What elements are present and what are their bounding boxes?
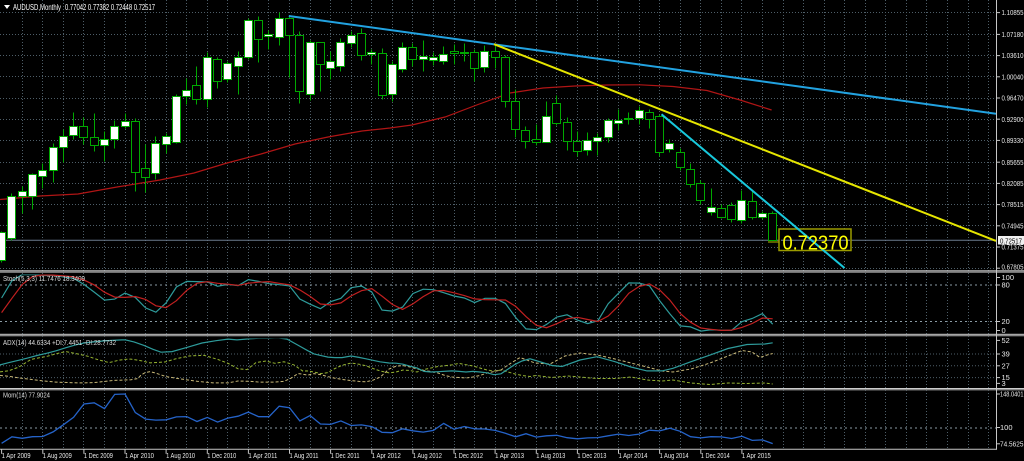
svg-text:1 Dec 2012: 1 Dec 2012 — [454, 451, 483, 460]
svg-text:1 Dec 2013: 1 Dec 2013 — [577, 451, 606, 460]
svg-text:52: 52 — [1002, 336, 1010, 345]
svg-text:0.77042 0.77382 0.72448 0.7251: 0.77042 0.77382 0.72448 0.72517 — [65, 3, 155, 12]
svg-text:1.00040: 1.00040 — [1002, 72, 1024, 81]
svg-text:1 Aug 2014: 1 Aug 2014 — [660, 451, 689, 460]
svg-text:20: 20 — [1002, 317, 1010, 326]
svg-text:1 Apr 2012: 1 Apr 2012 — [372, 451, 401, 460]
svg-text:0.67805: 0.67805 — [1002, 262, 1024, 271]
svg-text:Mom(14) 77.9024: Mom(14) 77.9024 — [3, 391, 50, 400]
svg-text:1 Dec 2010: 1 Dec 2010 — [207, 451, 236, 460]
svg-text:0.89330: 0.89330 — [1002, 136, 1024, 145]
svg-text:0.78515: 0.78515 — [1002, 200, 1024, 209]
svg-text:27: 27 — [1002, 361, 1010, 370]
svg-text:80: 80 — [1002, 281, 1010, 290]
svg-text:0.72370: 0.72370 — [783, 232, 849, 254]
svg-text:1 Apr 2010: 1 Apr 2010 — [125, 451, 154, 460]
svg-text:1 Apr 2014: 1 Apr 2014 — [619, 451, 648, 460]
svg-text:1 Apr 2011: 1 Apr 2011 — [248, 451, 277, 460]
svg-text:0.72517: 0.72517 — [1000, 236, 1022, 245]
svg-text:0.74945: 0.74945 — [1002, 221, 1024, 230]
svg-text:1.03610: 1.03610 — [1002, 51, 1024, 60]
svg-text:1 Apr 2013: 1 Apr 2013 — [495, 451, 524, 460]
svg-text:39: 39 — [1002, 350, 1010, 359]
svg-text:1.07180: 1.07180 — [1002, 30, 1024, 39]
svg-text:0.85655: 0.85655 — [1002, 158, 1024, 167]
svg-text:100: 100 — [1000, 423, 1013, 432]
svg-text:148.0401: 148.0401 — [1000, 390, 1024, 399]
svg-text:1 Aug 2012: 1 Aug 2012 — [413, 451, 442, 460]
svg-text:ADX(14) 44.6334 +DI:7.4451 -DI: ADX(14) 44.6334 +DI:7.4451 -DI:28.7732 — [3, 338, 116, 347]
svg-text:74.5625: 74.5625 — [1000, 439, 1024, 448]
svg-text:1 Aug 2009: 1 Aug 2009 — [43, 451, 72, 460]
svg-text:AUDUSD,Monthly: AUDUSD,Monthly — [13, 3, 61, 12]
svg-text:Stoch(5,3,3) 11.7476 18.3409: Stoch(5,3,3) 11.7476 18.3409 — [3, 274, 85, 283]
svg-text:0.71375: 0.71375 — [1002, 243, 1024, 252]
svg-text:1 Apr 2015: 1 Apr 2015 — [742, 451, 771, 460]
svg-text:100: 100 — [1002, 273, 1015, 282]
svg-text:0.92900: 0.92900 — [1002, 115, 1024, 124]
svg-text:3: 3 — [1002, 379, 1006, 388]
svg-text:0.82085: 0.82085 — [1002, 179, 1024, 188]
svg-text:1 Aug 2011: 1 Aug 2011 — [290, 451, 319, 460]
svg-text:0: 0 — [1002, 326, 1006, 335]
svg-text:1 Dec 2011: 1 Dec 2011 — [331, 451, 360, 460]
svg-text:1 Aug 2010: 1 Aug 2010 — [166, 451, 195, 460]
svg-text:15: 15 — [1002, 373, 1010, 382]
svg-text:1 Apr 2009: 1 Apr 2009 — [2, 451, 31, 460]
svg-text:1 Dec 2009: 1 Dec 2009 — [84, 451, 113, 460]
svg-text:1 Dec 2014: 1 Dec 2014 — [701, 451, 730, 460]
svg-text:1.10855: 1.10855 — [1002, 8, 1024, 17]
svg-text:0.96470: 0.96470 — [1002, 94, 1024, 103]
svg-text:1 Aug 2013: 1 Aug 2013 — [536, 451, 565, 460]
